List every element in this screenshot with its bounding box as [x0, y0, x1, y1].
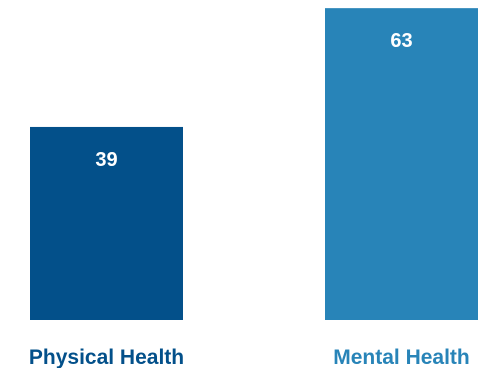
bar-mental-health: [325, 8, 478, 321]
category-label-physical-health: Physical Health: [29, 346, 184, 368]
value-label-mental-health: 63: [390, 30, 412, 52]
bar-group-physical-health: 39 Physical Health: [29, 126, 184, 368]
category-label-mental-health: Mental Health: [333, 346, 470, 368]
bar-physical-health: [30, 126, 183, 320]
value-label-physical-health: 39: [95, 149, 117, 171]
bar-group-mental-health: 63 Mental Health: [325, 8, 478, 368]
